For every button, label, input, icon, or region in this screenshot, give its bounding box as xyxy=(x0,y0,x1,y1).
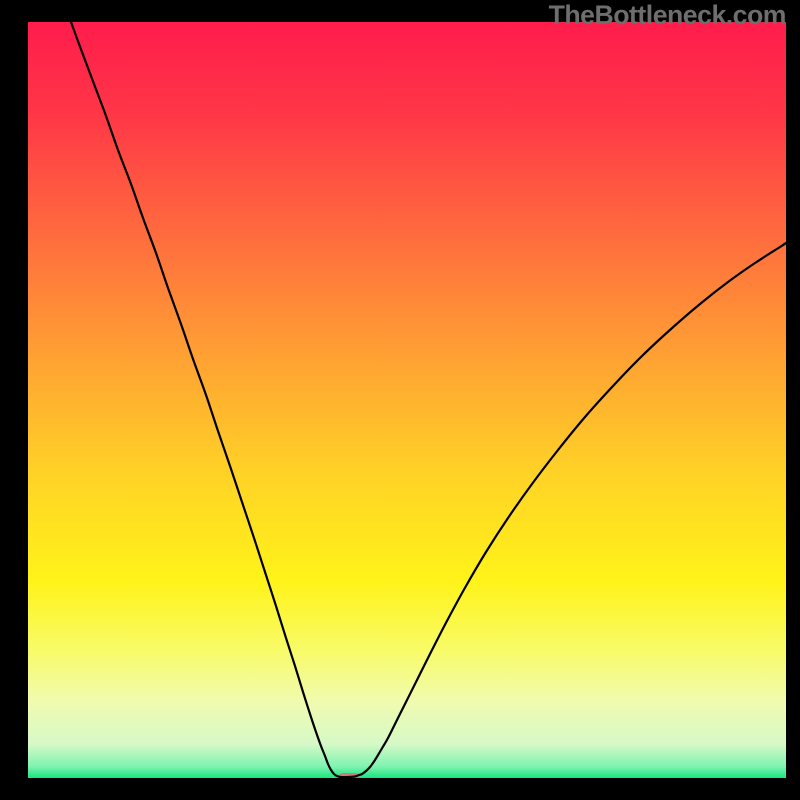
gradient-background xyxy=(28,22,786,778)
watermark-text: TheBottleneck.com xyxy=(549,0,786,31)
bottleneck-chart xyxy=(28,22,786,778)
